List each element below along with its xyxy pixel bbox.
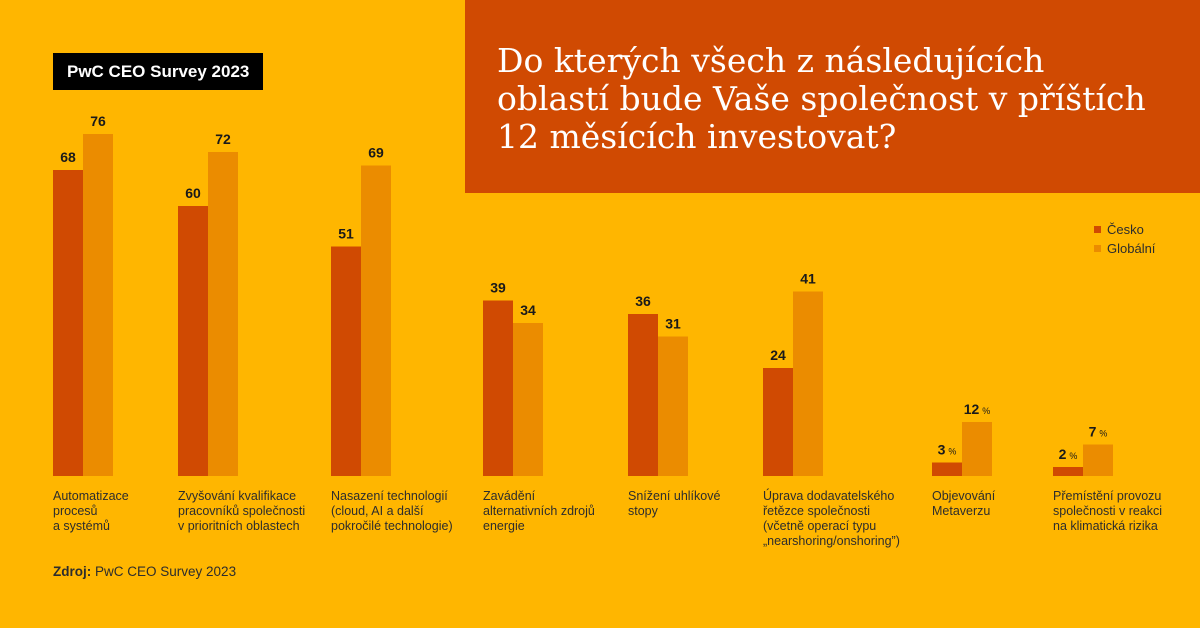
value-label-globalni-4: 34 — [520, 302, 536, 318]
legend-label-cesko: Česko — [1107, 222, 1144, 237]
value-label-globalni-3: 69 — [368, 145, 384, 161]
value-label-globalni-6: 41 — [800, 271, 816, 287]
category-label-3: Nasazení technologií (cloud, AI a další po… — [331, 489, 453, 533]
bar-cesko-5 — [628, 314, 658, 476]
category-label-6: Úprava dodavatelského řetězce společnosti… — [763, 489, 900, 548]
category-label-4: Zavádění alternativních zdrojů energie — [483, 489, 595, 533]
bar-cesko-6 — [763, 368, 793, 476]
bar-cesko-7 — [932, 462, 962, 476]
value-label-cesko-3: 51 — [338, 226, 354, 242]
legend-swatch-cesko — [1094, 226, 1101, 233]
bar-globalni-7 — [962, 422, 992, 476]
chart-title: Do kterých všech z následujících oblastí… — [497, 41, 1146, 156]
legend-item-globalni: Globální — [1094, 239, 1155, 258]
value-label-cesko-7: 3% — [938, 442, 957, 458]
source-note: Zdroj: PwC CEO Survey 2023 — [53, 564, 236, 579]
legend-item-cesko: Česko — [1094, 220, 1155, 239]
percent-suffix: % — [1099, 429, 1107, 439]
percent-suffix: % — [948, 447, 956, 457]
value-label-cesko-1: 68 — [60, 149, 76, 165]
category-label-8: Přemístění provozu společnosti v reakci na… — [1053, 489, 1163, 533]
value-label-cesko-8: 2% — [1059, 446, 1078, 462]
value-label-cesko-4: 39 — [490, 280, 506, 296]
bar-cesko-1 — [53, 170, 83, 476]
value-label-cesko-6: 24 — [770, 347, 786, 363]
source-text: PwC CEO Survey 2023 — [95, 564, 237, 579]
bar-globalni-4 — [513, 323, 543, 476]
bar-globalni-3 — [361, 165, 391, 476]
value-label-globalni-1: 76 — [90, 113, 106, 129]
bar-cesko-2 — [178, 206, 208, 476]
title-panel: Do kterých všech z následujících oblastí… — [465, 0, 1200, 193]
bar-cesko-4 — [483, 300, 513, 476]
bar-globalni-1 — [83, 134, 113, 476]
legend: Česko Globální — [1094, 220, 1155, 258]
bar-cesko-8 — [1053, 467, 1083, 476]
value-label-cesko-2: 60 — [185, 185, 201, 201]
source-label: Zdroj: — [53, 564, 92, 579]
value-label-globalni-7: 12% — [964, 401, 991, 417]
legend-label-globalni: Globální — [1107, 241, 1156, 256]
category-label-7: Objevování Metaverzu — [932, 489, 996, 518]
survey-badge: PwC CEO Survey 2023 — [53, 53, 264, 90]
category-label-5: Snížení uhlíkové stopy — [628, 489, 721, 518]
value-label-cesko-5: 36 — [635, 293, 651, 309]
category-label-2: Zvyšování kvalifikace pracovníků společno… — [178, 489, 306, 533]
bar-cesko-3 — [331, 246, 361, 476]
bar-globalni-5 — [658, 336, 688, 476]
legend-swatch-globalni — [1094, 245, 1101, 252]
percent-suffix: % — [982, 406, 990, 416]
value-label-globalni-2: 72 — [215, 131, 231, 147]
percent-suffix: % — [1069, 451, 1077, 461]
value-label-globalni-5: 31 — [665, 316, 681, 332]
category-label-1: Automatizace procesů a systémů — [53, 489, 129, 533]
bar-globalni-6 — [793, 291, 823, 476]
bar-globalni-2 — [208, 152, 238, 476]
bar-globalni-8 — [1083, 444, 1113, 476]
value-label-globalni-8: 7% — [1089, 424, 1108, 440]
